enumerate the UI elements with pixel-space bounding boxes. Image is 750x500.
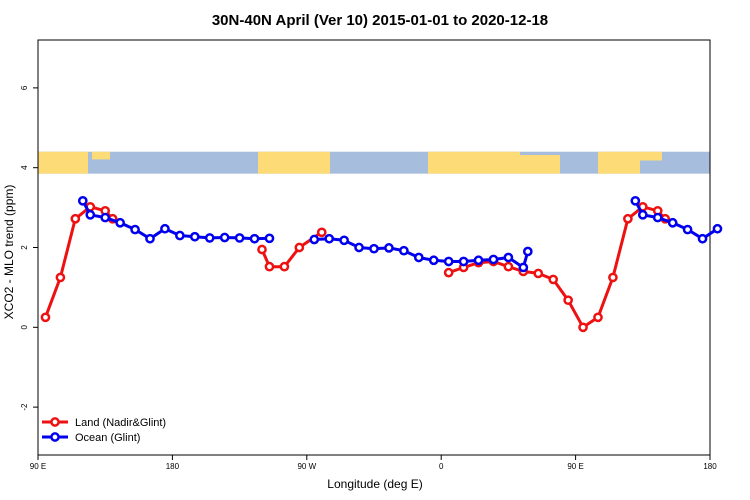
data-point: [548, 274, 559, 285]
series-0: [40, 201, 671, 333]
x-tick-label: 180: [166, 462, 180, 471]
data-point: [145, 233, 155, 244]
series-line: [314, 237, 530, 269]
y-tick-label: -2: [20, 403, 29, 411]
data-point: [623, 213, 633, 224]
legend-label: Land (Nadir&Glint): [75, 417, 166, 429]
y-tick-label: 2: [20, 245, 29, 250]
data-point: [518, 262, 529, 273]
data-point: [175, 230, 185, 241]
data-point: [593, 312, 603, 323]
data-point: [413, 252, 424, 263]
series-1: [77, 195, 723, 273]
data-point: [77, 195, 88, 206]
data-point: [234, 233, 245, 243]
data-point: [40, 312, 51, 323]
data-point: [55, 272, 66, 283]
data-point: [637, 209, 648, 220]
map-land-6: [640, 151, 662, 161]
data-point: [473, 255, 484, 266]
data-point: [458, 256, 469, 267]
data-point: [682, 224, 693, 235]
x-tick-label: 90 E: [567, 462, 583, 471]
map-land-1: [92, 151, 110, 160]
x-tick-label: 90 E: [30, 462, 46, 471]
data-point: [503, 252, 514, 263]
data-point: [399, 245, 409, 256]
data-point: [443, 256, 454, 267]
y-axis: -2 0 2 4 6: [20, 85, 38, 411]
data-point: [488, 254, 499, 265]
data-point: [630, 195, 641, 206]
data-point: [697, 233, 708, 244]
data-point: [316, 227, 327, 238]
data-point: [384, 243, 394, 253]
x-tick-label: 0: [439, 462, 444, 471]
world-map-band: [38, 151, 710, 174]
data-point: [324, 233, 335, 244]
data-point: [369, 243, 379, 254]
data-point: [667, 217, 678, 228]
data-point: [100, 212, 111, 223]
legend-label: Ocean (Glint): [75, 432, 140, 444]
map-land-3: [428, 151, 520, 174]
y-tick-label: 6: [20, 85, 29, 90]
data-point: [130, 224, 140, 235]
data-point: [294, 242, 305, 253]
data-point: [85, 209, 96, 220]
map-land-5: [598, 151, 640, 174]
series-line: [448, 205, 667, 329]
data-point: [257, 244, 267, 255]
data-point: [522, 246, 533, 257]
data-point: [608, 272, 618, 283]
data-point: [712, 223, 723, 234]
data-point: [204, 233, 215, 243]
x-axis-label: Longitude (deg E): [327, 477, 422, 491]
series-layer: [40, 195, 723, 333]
data-point: [428, 255, 439, 266]
legend-swatch-marker: [50, 432, 60, 442]
legend-item: Land (Nadir&Glint): [42, 417, 166, 429]
data-point: [264, 233, 275, 244]
data-point: [339, 235, 349, 246]
data-point: [189, 231, 200, 242]
legend-item: Ocean (Glint): [42, 432, 140, 444]
data-point: [309, 234, 320, 245]
legend-swatch-marker: [50, 417, 60, 427]
data-point: [533, 268, 544, 279]
map-land-4: [520, 155, 560, 174]
y-tick-label: 0: [20, 325, 29, 330]
legend: Land (Nadir&Glint) Ocean (Glint): [42, 417, 166, 444]
x-axis: 90 E 180 90 W 0 90 E 180: [30, 455, 717, 471]
data-point: [70, 213, 81, 224]
series-line: [44, 205, 114, 318]
y-tick-label: 4: [20, 165, 29, 170]
data-point: [279, 261, 290, 272]
data-point: [652, 212, 663, 223]
data-point: [578, 322, 588, 333]
map-land-2: [258, 151, 330, 174]
data-point: [354, 242, 364, 253]
data-point: [160, 223, 170, 234]
data-point: [264, 261, 275, 272]
chart-title: 30N-40N April (Ver 10) 2015-01-01 to 202…: [212, 12, 548, 29]
data-point: [115, 217, 125, 228]
data-point: [443, 267, 454, 278]
map-land-0: [38, 151, 88, 174]
y-axis-label: XCO2 - MLO trend (ppm): [2, 185, 16, 320]
x-tick-label: 180: [703, 462, 717, 471]
data-point: [503, 261, 514, 272]
data-point: [563, 295, 573, 306]
data-point: [249, 233, 260, 244]
x-tick-label: 90 W: [297, 462, 316, 471]
data-point: [219, 232, 230, 243]
